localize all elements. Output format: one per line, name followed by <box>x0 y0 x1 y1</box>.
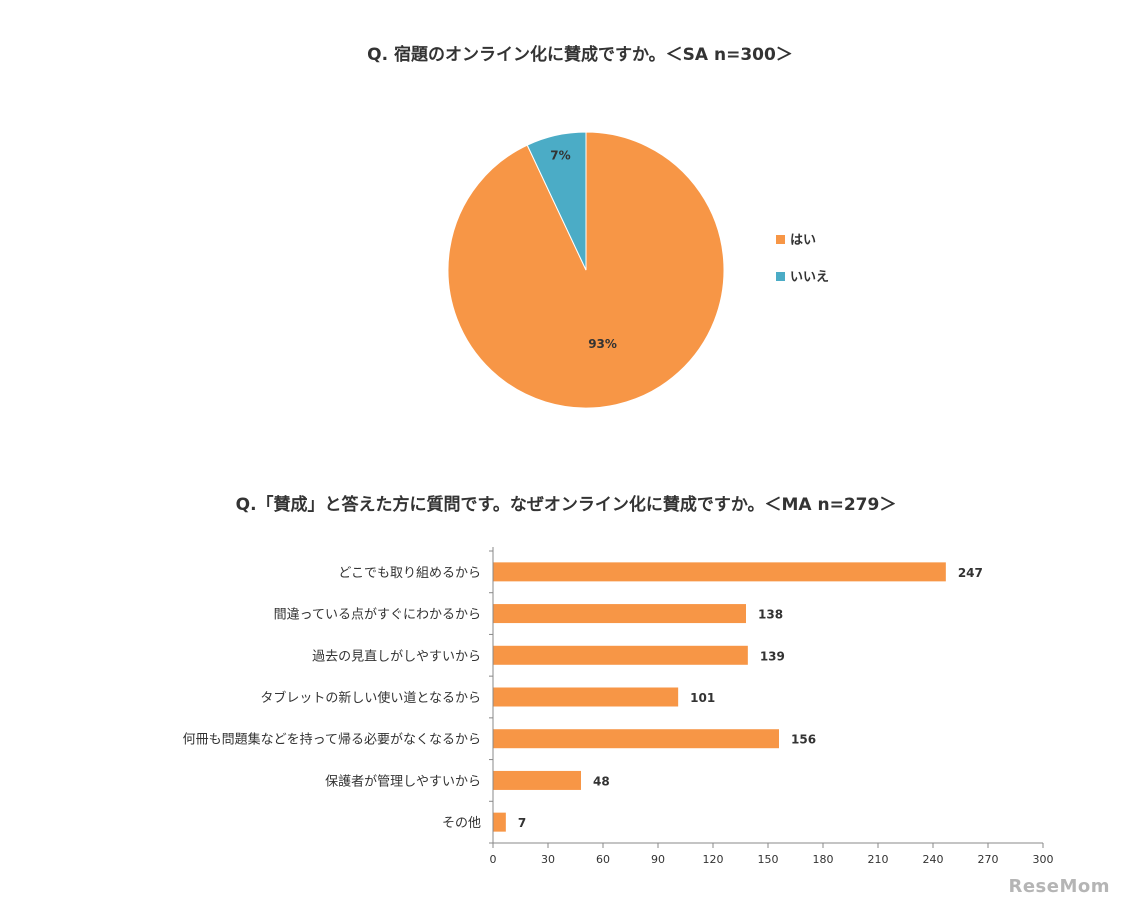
x-tick-label-4: 120 <box>703 853 724 866</box>
x-tick-label-2: 60 <box>596 853 610 866</box>
legend-swatch-1 <box>776 272 785 281</box>
pie-labels: 93% 7% <box>550 149 617 352</box>
legend-label-0: はい <box>790 233 816 248</box>
x-tick-label-9: 270 <box>978 853 999 866</box>
bar-value-label-2: 139 <box>760 649 785 663</box>
bar-value-label-6: 7 <box>518 816 526 830</box>
pie-slice-1 <box>526 131 587 271</box>
bar-2 <box>493 645 748 665</box>
bar-category-label-2: 過去の見直しがしやすいから <box>312 649 481 664</box>
bar-0 <box>493 562 946 582</box>
pie-chart-title: Q. 宿題のオンライン化に賛成ですか。＜SA n=300＞ <box>367 44 793 65</box>
bar-axes: 0 30 60 90 120 150 180 210 240 270 300 <box>489 547 1054 866</box>
bar-category-label-0: どこでも取り組めるから <box>338 566 481 581</box>
bar-1 <box>493 604 746 624</box>
pie-slice-label-1: 7% <box>550 149 570 163</box>
x-tick-label-10: 300 <box>1033 853 1054 866</box>
x-tick-label-6: 180 <box>813 853 834 866</box>
bar-6 <box>493 812 506 832</box>
bar-value-label-3: 101 <box>690 691 715 705</box>
x-tick-label-0: 0 <box>490 853 497 866</box>
x-tick-label-1: 30 <box>541 853 555 866</box>
x-tick-label-5: 150 <box>758 853 779 866</box>
bar-value-labels: 247 138 139 101 156 48 7 <box>518 566 983 830</box>
bar-category-labels: どこでも取り組めるから間違っている点がすぐにわかるから過去の見直しがしやすいから… <box>183 566 481 831</box>
pie-chart: Q. 宿題のオンライン化に賛成ですか。＜SA n=300＞ 93% 7% はいいい… <box>367 44 829 409</box>
resemom-watermark: ReseMom <box>1008 876 1110 897</box>
bar-value-label-4: 156 <box>791 733 816 747</box>
bar-chart-title: Q.「賛成」と答えた方に質問です。なぜオンライン化に賛成ですか。＜MA n=27… <box>236 494 897 515</box>
pie-slice-label-0: 93% <box>588 337 617 351</box>
bar-category-label-3: タブレットの新しい使い道となるから <box>260 690 481 706</box>
x-tick-label-7: 210 <box>868 853 889 866</box>
legend-swatch-0 <box>776 235 785 244</box>
bar-category-label-4: 何冊も問題集などを持って帰る必要がなくなるから <box>183 732 481 748</box>
bar-value-label-5: 48 <box>593 774 610 788</box>
bar-category-label-6: その他 <box>442 816 481 831</box>
bar-5 <box>493 770 581 790</box>
legend-label-1: いいえ <box>790 270 829 285</box>
pie-slices <box>447 131 725 409</box>
bar-value-label-0: 247 <box>958 566 983 580</box>
bar-3 <box>493 687 679 707</box>
bar-bars <box>493 562 946 832</box>
bar-value-label-1: 138 <box>758 608 783 622</box>
bar-category-label-5: 保護者が管理しやすいから <box>325 773 481 789</box>
bar-4 <box>493 729 779 749</box>
bar-category-label-1: 間違っている点がすぐにわかるから <box>274 608 481 623</box>
x-tick-label-3: 90 <box>651 853 665 866</box>
bar-chart: Q.「賛成」と答えた方に質問です。なぜオンライン化に賛成ですか。＜MA n=27… <box>183 494 1054 866</box>
x-tick-label-8: 240 <box>923 853 944 866</box>
